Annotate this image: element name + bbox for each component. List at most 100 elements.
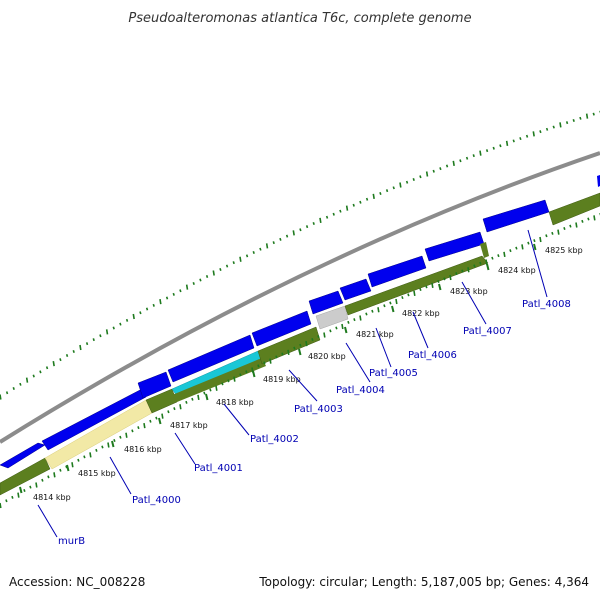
gc-tick-outer: [139, 311, 142, 315]
gene-label[interactable]: Patl_4002: [250, 434, 299, 445]
gc-tick-inner: [323, 332, 326, 338]
gc-tick-inner: [503, 251, 506, 257]
gc-tick-outer: [319, 217, 322, 223]
gc-tick-outer: [92, 338, 95, 342]
gc-tick-inner: [47, 475, 50, 479]
gene-label[interactable]: Patl_4006: [408, 350, 457, 361]
gc-tick-outer: [45, 366, 49, 370]
gc-tick-outer: [452, 160, 455, 167]
scale-tick-mark: [158, 417, 162, 425]
gc-tick-inner: [23, 489, 26, 492]
gc-tick-outer: [225, 264, 229, 268]
gc-tick-inner: [71, 462, 74, 468]
gc-tick-outer: [272, 241, 275, 245]
gc-tick-outer: [585, 113, 589, 119]
gc-tick-inner: [509, 249, 512, 253]
gc-tick-outer: [592, 112, 595, 116]
gc-tick-outer: [479, 150, 482, 156]
gene-label[interactable]: Patl_4001: [194, 463, 243, 474]
gc-tick-outer: [132, 313, 135, 320]
gc-tick-inner: [221, 382, 224, 386]
gc-tick-outer: [199, 278, 202, 282]
scale-tick-mark: [205, 393, 209, 401]
gc-tick-outer: [232, 261, 235, 265]
gc-tick-inner: [299, 343, 302, 347]
gc-tick-outer: [159, 299, 162, 305]
gc-tick-outer: [472, 154, 475, 158]
gene-label[interactable]: murB: [58, 536, 85, 547]
gc-tick-outer: [79, 344, 82, 351]
gene-label[interactable]: Patl_4008: [522, 299, 571, 310]
scale-tick-mark: [19, 486, 23, 494]
gc-tick-inner: [425, 285, 428, 289]
gc-tick-inner: [335, 326, 338, 330]
gc-tick-inner: [101, 445, 104, 449]
gc-tick-inner: [17, 492, 20, 498]
genome-backbone: [0, 151, 600, 444]
gc-tick-inner: [185, 400, 188, 404]
gc-tick-outer: [279, 237, 282, 241]
gc-tick-inner: [485, 259, 488, 265]
gc-tick-inner: [365, 312, 368, 316]
gc-tick-inner: [377, 307, 380, 313]
gc-tick-outer: [219, 268, 222, 272]
gc-tick-inner: [443, 277, 446, 281]
scale-tick-mark: [111, 440, 115, 448]
gc-tick-inner: [53, 472, 56, 478]
scale-tick-mark: [344, 326, 348, 334]
gc-tick-outer: [579, 116, 582, 120]
gc-tick-inner: [317, 335, 320, 339]
gc-tick-inner: [515, 246, 518, 250]
gene-label[interactable]: Patl_4007: [463, 326, 512, 337]
gc-tick-inner: [419, 287, 422, 291]
gc-tick-inner: [263, 361, 266, 365]
gc-tick-inner: [245, 370, 248, 374]
gc-tick-inner: [137, 426, 140, 430]
gc-tick-inner: [383, 304, 386, 308]
gc-tick-outer: [412, 177, 415, 181]
gc-tick-outer: [299, 228, 302, 232]
gc-tick-outer: [179, 289, 182, 293]
gc-tick-outer: [285, 234, 289, 238]
gc-tick-outer: [52, 361, 55, 367]
gene-label[interactable]: Patl_4004: [336, 385, 385, 396]
scale-ticks: 4814 kbp 4815 kbp 4816 kbp 4817 kbp 4818 kbp…: [19, 243, 583, 502]
gc-tick-outer: [505, 140, 509, 146]
gene-leader-line: [174, 432, 196, 465]
gc-tick-inner: [275, 355, 278, 359]
gc-tick-inner: [0, 502, 2, 509]
gc-tick-outer: [152, 303, 155, 307]
gc-tick-outer: [185, 284, 189, 290]
gc-tick-inner: [269, 358, 272, 364]
accession-text: Accession: NC_008228: [9, 575, 145, 589]
gc-tick-outer: [552, 125, 555, 129]
gc-tick-inner: [5, 499, 8, 503]
scale-tick-label: 4817 kbp: [170, 421, 208, 430]
gc-tick-inner: [305, 340, 308, 347]
gc-tick-outer: [239, 256, 242, 262]
gc-tick-outer: [345, 205, 349, 211]
gene-label[interactable]: Patl_4003: [294, 404, 343, 415]
gc-tick-outer: [112, 326, 115, 330]
gc-tick-inner: [293, 346, 296, 350]
gc-tick-outer: [252, 251, 255, 255]
forward-cds-track: [0, 175, 600, 469]
gc-tick-outer: [499, 144, 502, 148]
gc-tick-outer: [39, 370, 42, 374]
gc-tick-inner: [209, 388, 212, 392]
gene-label[interactable]: Patl_4005: [369, 368, 418, 379]
gc-tick-inner: [587, 217, 590, 221]
gc-tick-inner: [125, 432, 128, 438]
scale-tick-label: 4825 kbp: [545, 246, 583, 255]
gene-labels: murB Patl_4000 Patl_4001 Patl_4002 Patl_4003…: [37, 229, 571, 547]
gc-tick-inner: [461, 269, 464, 273]
gc-tick-inner: [107, 442, 110, 448]
gc-tick-outer: [459, 159, 462, 163]
gc-tick-inner: [467, 267, 470, 273]
gc-tick-outer: [532, 131, 535, 137]
gc-tick-inner: [479, 261, 482, 265]
gc-tick-inner: [455, 272, 458, 276]
gene-leader-line: [412, 311, 429, 349]
gene-label[interactable]: Patl_4000: [132, 495, 181, 506]
gc-tick-outer: [332, 212, 335, 216]
